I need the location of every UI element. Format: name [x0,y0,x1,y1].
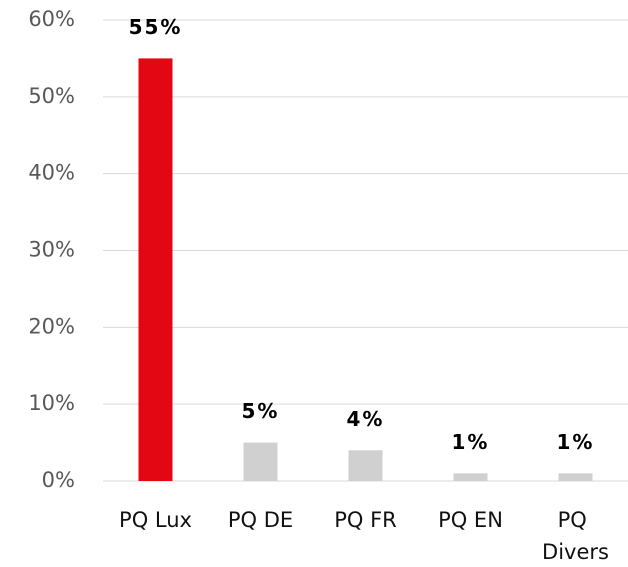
y-tick-label: 20% [28,314,75,338]
value-label: 1% [557,430,595,454]
value-label: 4% [347,407,385,431]
y-tick-label: 10% [28,391,75,415]
bar [453,473,488,481]
x-tick-label: PQ Lux [119,508,192,532]
y-tick-label: 60% [28,7,75,31]
bar [348,450,383,481]
value-label: 55% [129,15,183,39]
bar [243,442,278,481]
value-label: 1% [452,430,490,454]
y-tick-label: 50% [28,84,75,108]
x-tick-label: PQ FR [334,508,397,532]
bar [138,58,173,482]
x-tick-label: PQ EN [438,508,503,532]
bar [558,473,593,481]
y-tick-label: 40% [28,161,75,185]
x-tick-label: PQ DE [228,508,293,532]
value-label: 5% [242,399,280,423]
y-tick-label: 30% [28,238,75,262]
y-tick-label: 0% [42,468,75,492]
x-tick-label: PQ Divers [542,508,609,564]
